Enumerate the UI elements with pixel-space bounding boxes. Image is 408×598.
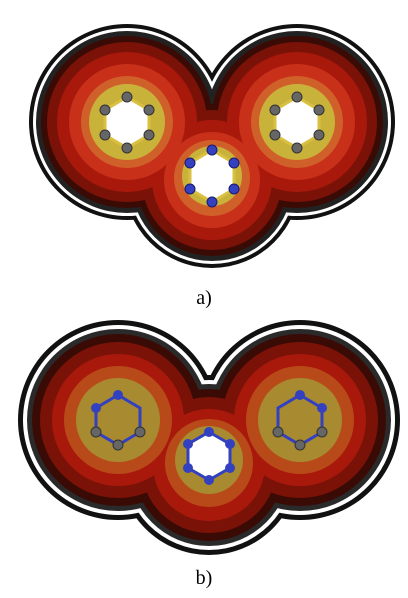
- panel-a-plot: [29, 24, 395, 268]
- panel-b-plot: [18, 320, 400, 555]
- panel-label: a): [196, 287, 212, 309]
- panel-label: b): [196, 567, 213, 589]
